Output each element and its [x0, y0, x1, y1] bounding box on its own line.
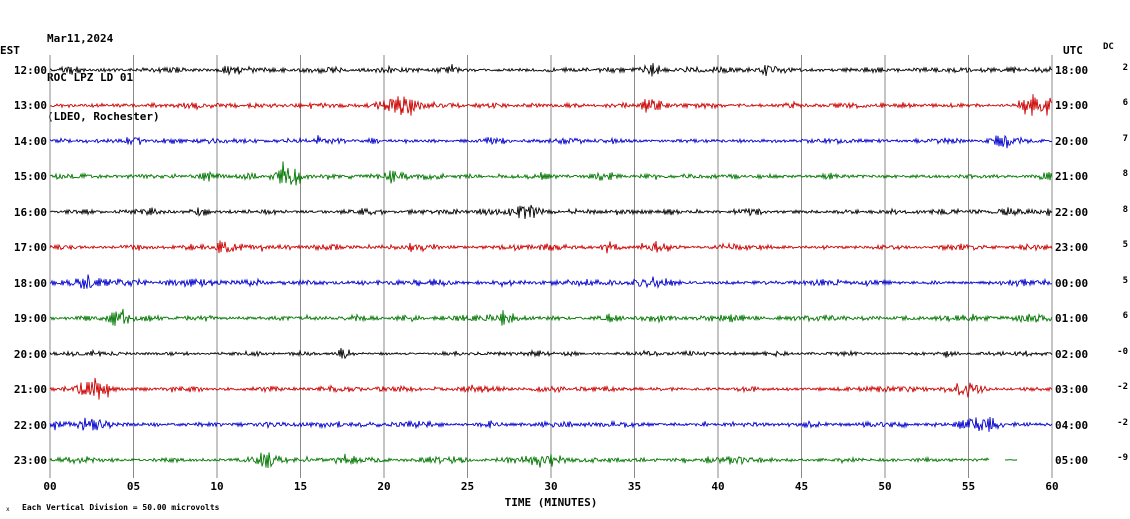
row-label-est-19:00: 19:00	[13, 312, 47, 326]
row-label-est-23:00: 23:00	[13, 453, 47, 467]
row-label-est-17:00: 17:00	[13, 241, 47, 255]
x-tick-20: 20	[377, 480, 391, 493]
row-label-dc-22:00: -2	[1117, 417, 1128, 428]
row-label-utc-21:00: 03:00	[1055, 383, 1089, 397]
row-label-utc-15:00: 21:00	[1055, 170, 1089, 184]
trace-23:00	[1004, 459, 1018, 461]
trace-20:00	[49, 348, 1053, 360]
trace-21:00	[49, 377, 1053, 400]
row-label-dc-14:00: 7	[1122, 133, 1128, 144]
trace-19:00	[49, 308, 1053, 326]
x-tick-05: 05	[126, 480, 141, 493]
row-label-est-21:00: 21:00	[13, 383, 47, 397]
row-label-dc-23:00: -9	[1117, 452, 1128, 463]
x-tick-40: 40	[711, 480, 725, 493]
x-tick-50: 50	[878, 480, 892, 493]
x-tick-00: 00	[43, 480, 57, 493]
header: Mar11,2024 ROC LPZ LD 01 (LDEO, Rocheste…	[47, 6, 160, 149]
trace-22:00	[49, 416, 1053, 432]
trace-17:00	[49, 240, 1053, 254]
row-label-dc-15:00: 8	[1122, 169, 1128, 180]
trace-23:00	[49, 452, 990, 469]
x-tick-30: 30	[544, 480, 558, 493]
x-axis-title: TIME (MINUTES)	[504, 496, 598, 509]
row-label-dc-17:00: 5	[1122, 240, 1128, 251]
row-label-utc-23:00: 05:00	[1055, 453, 1089, 467]
x-tick-25: 25	[460, 480, 475, 493]
trace-13:00	[49, 94, 1053, 116]
x-tick-35: 35	[627, 480, 642, 493]
row-label-utc-14:00: 20:00	[1055, 134, 1089, 148]
row-label-est-18:00: 18:00	[13, 276, 47, 290]
x-tick-60: 60	[1045, 480, 1059, 493]
row-label-est-16:00: 16:00	[13, 205, 47, 219]
scale-note: Each Vertical Division = 50.00 microvolt…	[22, 503, 220, 512]
row-label-est-14:00: 14:00	[13, 134, 47, 148]
trace-15:00	[49, 161, 1053, 186]
scale-marker: x	[6, 506, 10, 513]
row-label-utc-16:00: 22:00	[1055, 205, 1089, 219]
header-date: Mar11,2024	[47, 32, 114, 45]
header-station-location: (LDEO, Rochester)	[47, 110, 160, 123]
trace-16:00	[49, 204, 1053, 220]
trace-14:00	[49, 134, 1053, 149]
row-label-dc-18:00: 5	[1122, 275, 1128, 286]
trace-18:00	[49, 274, 1053, 290]
row-label-utc-22:00: 04:00	[1055, 418, 1089, 432]
row-label-utc-13:00: 19:00	[1055, 99, 1089, 113]
row-label-dc-19:00: 6	[1122, 311, 1128, 322]
row-label-dc-13:00: 6	[1122, 98, 1128, 109]
row-label-utc-17:00: 23:00	[1055, 241, 1089, 255]
x-tick-10: 10	[210, 480, 224, 493]
row-label-dc-21:00: -2	[1117, 382, 1128, 393]
x-tick-45: 45	[794, 480, 809, 493]
row-label-est-22:00: 22:00	[13, 418, 47, 432]
row-label-utc-18:00: 00:00	[1055, 276, 1089, 290]
dc-axis-title: DC	[1103, 42, 1114, 52]
left-axis-title: EST	[0, 44, 20, 57]
trace-12:00	[49, 63, 1053, 77]
row-label-dc-16:00: 8	[1122, 204, 1128, 215]
x-tick-15: 15	[293, 480, 308, 493]
row-label-est-13:00: 13:00	[13, 99, 47, 113]
right-axis-title: UTC	[1063, 44, 1083, 57]
row-label-utc-20:00: 02:00	[1055, 347, 1089, 361]
row-label-dc-12:00: 2	[1122, 63, 1128, 73]
row-label-est-20:00: 20:00	[13, 347, 47, 361]
x-tick-55: 55	[961, 480, 976, 493]
row-label-est-15:00: 15:00	[13, 170, 47, 184]
row-label-utc-19:00: 01:00	[1055, 312, 1089, 326]
header-station-id: ROC LPZ LD 01	[47, 71, 134, 84]
row-label-est-12:00: 12:00	[13, 64, 47, 77]
row-label-dc-20:00: -0	[1117, 346, 1128, 357]
row-label-utc-12:00: 18:00	[1055, 64, 1089, 77]
